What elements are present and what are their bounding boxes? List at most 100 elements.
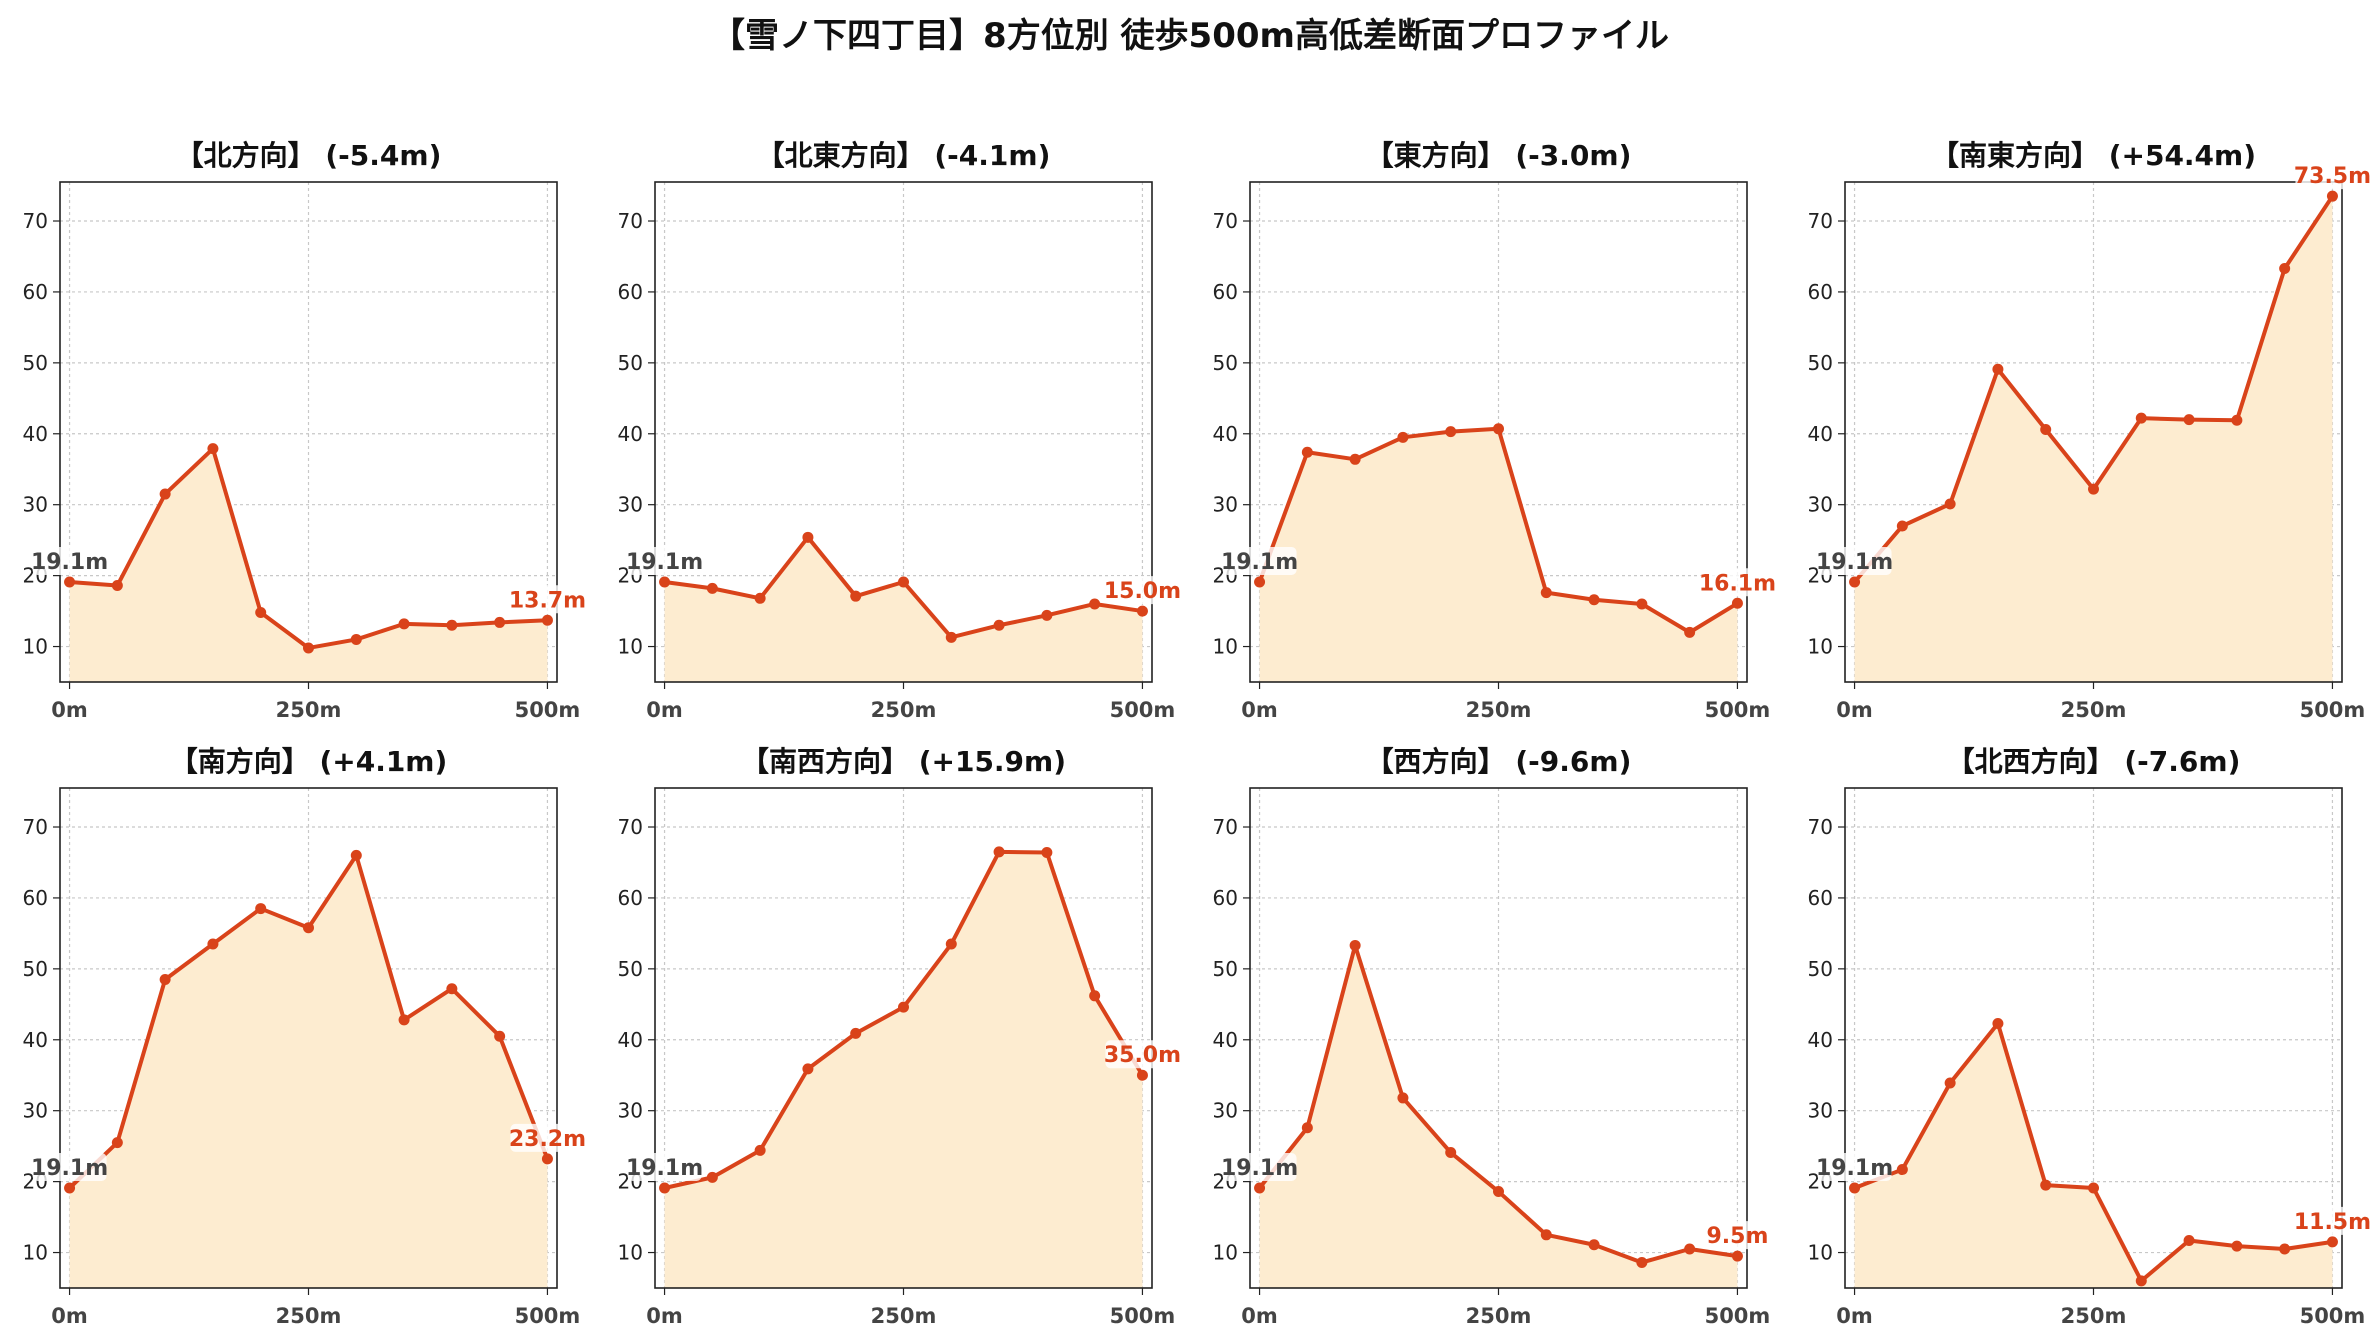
data-point: [1136, 605, 1148, 617]
data-point: [1445, 426, 1457, 438]
data-point: [1136, 1069, 1148, 1081]
data-point: [659, 576, 671, 588]
x-tick-label: 0m: [51, 1304, 88, 1328]
y-tick-label: 40: [618, 422, 643, 446]
start-label: 19.1m: [1816, 550, 1893, 575]
y-tick-label: 40: [23, 1028, 48, 1052]
y-tick-label: 60: [1213, 886, 1238, 910]
data-point: [2326, 1236, 2338, 1248]
start-label-bg: [1222, 547, 1297, 575]
y-tick-label: 50: [618, 957, 643, 981]
y-tick-label: 10: [23, 1241, 48, 1265]
data-point: [446, 983, 458, 995]
data-point: [255, 606, 267, 618]
x-tick-label: 250m: [276, 698, 342, 722]
y-tick-label: 10: [1213, 1241, 1238, 1265]
x-tick-label: 0m: [51, 698, 88, 722]
x-tick-label: 500m: [1110, 698, 1176, 722]
y-tick-label: 40: [23, 422, 48, 446]
data-point: [2088, 1182, 2099, 1194]
data-point: [945, 938, 957, 950]
start-label-bg: [32, 1153, 107, 1181]
plot-frame: [1844, 181, 2343, 683]
data-point: [1684, 626, 1696, 638]
data-point: [1540, 1229, 1552, 1241]
y-tick-label: 50: [1213, 351, 1238, 375]
y-tick-label: 30: [1808, 1099, 1833, 1123]
y-tick-label: 60: [618, 886, 643, 910]
data-point: [2279, 1243, 2291, 1255]
end-label: 15.0m: [1104, 579, 1181, 604]
end-label: 16.1m: [1699, 571, 1776, 596]
y-tick-label: 40: [1808, 1028, 1833, 1052]
data-point: [1254, 576, 1266, 588]
end-label: 73.5m: [2294, 164, 2371, 189]
data-point: [1540, 587, 1552, 599]
data-point: [2183, 1234, 2195, 1246]
start-label: 19.1m: [31, 550, 108, 575]
x-tick-label: 0m: [646, 1304, 683, 1328]
data-point: [1445, 1147, 1457, 1159]
y-tick-label: 70: [23, 815, 48, 839]
data-point: [706, 1171, 718, 1183]
subplot-title: 【南西方向】 (+15.9m): [741, 745, 1066, 778]
area-fill: [1259, 945, 1738, 1288]
data-point: [1254, 1182, 1266, 1194]
plot-frame: [59, 181, 558, 683]
plot-frame: [1844, 787, 2343, 1289]
start-label: 19.1m: [1221, 1156, 1298, 1181]
data-point: [1636, 598, 1648, 610]
data-point: [1089, 990, 1101, 1002]
subplot-title: 【東方向】 (-3.0m): [1366, 139, 1632, 172]
y-tick-label: 30: [23, 1099, 48, 1123]
data-point: [159, 973, 171, 985]
y-tick-label: 70: [1213, 209, 1238, 233]
data-point: [898, 1001, 909, 1013]
area-fill: [664, 537, 1143, 682]
data-point: [2231, 414, 2243, 426]
y-tick-label: 70: [618, 209, 643, 233]
y-tick-label: 30: [1808, 493, 1833, 517]
start-label-bg: [627, 547, 702, 575]
y-tick-label: 60: [1808, 280, 1833, 304]
data-point: [2279, 263, 2291, 275]
data-point: [993, 846, 1005, 858]
data-point: [2135, 1275, 2147, 1287]
y-tick-label: 10: [1808, 635, 1833, 659]
y-tick-label: 30: [618, 493, 643, 517]
y-tick-label: 10: [1808, 1241, 1833, 1265]
area-fill: [69, 448, 548, 682]
data-point: [207, 938, 219, 950]
data-point: [64, 576, 76, 588]
start-label-bg: [1817, 1153, 1892, 1181]
data-point: [898, 576, 909, 588]
plot-frame: [59, 787, 558, 1289]
start-label: 19.1m: [31, 1156, 108, 1181]
data-point: [398, 618, 410, 630]
y-tick-label: 60: [1808, 886, 1833, 910]
y-tick-label: 50: [1808, 957, 1833, 981]
plot-frame: [1249, 787, 1748, 1289]
start-label-bg: [32, 547, 107, 575]
y-tick-label: 50: [1213, 957, 1238, 981]
data-point: [802, 531, 814, 543]
data-point: [1944, 1077, 1956, 1089]
data-point: [159, 488, 171, 500]
data-point: [111, 1137, 123, 1149]
data-point: [754, 592, 766, 604]
subplot-title: 【北西方向】 (-7.6m): [1947, 745, 2241, 778]
x-tick-label: 250m: [871, 1304, 937, 1328]
data-point: [1397, 1092, 1409, 1104]
start-label: 19.1m: [1816, 1156, 1893, 1181]
start-label-bg: [1817, 547, 1892, 575]
data-point: [1041, 609, 1053, 621]
data-point: [2326, 190, 2338, 202]
y-tick-label: 10: [618, 1241, 643, 1265]
y-tick-label: 40: [1808, 422, 1833, 446]
